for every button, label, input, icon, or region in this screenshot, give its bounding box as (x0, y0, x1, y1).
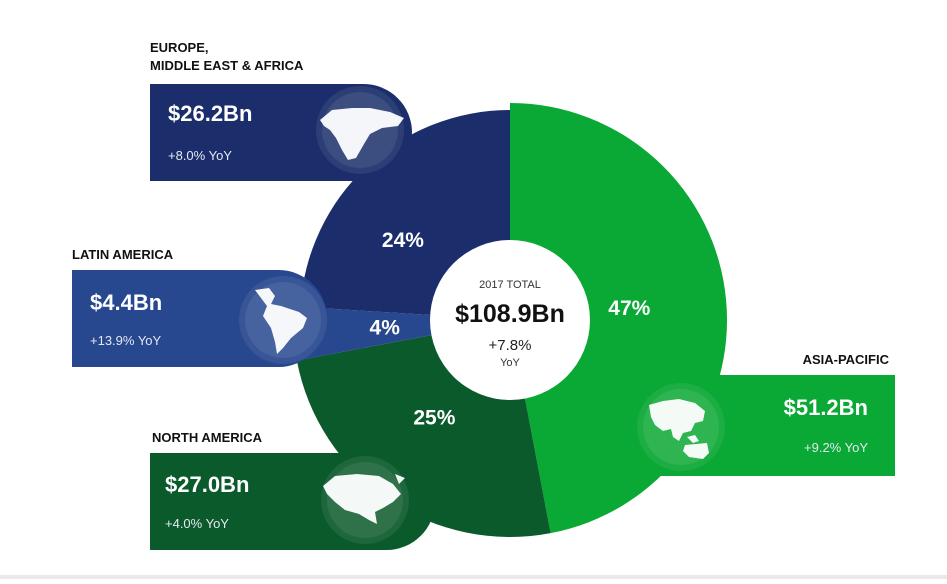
asia-pacific-map-icon (649, 399, 709, 459)
region-amount: $4.4Bn (90, 290, 162, 315)
region-title: MIDDLE EAST & AFRICA (150, 58, 304, 73)
slice-percent-label: 25% (413, 406, 455, 429)
bottom-divider (0, 575, 947, 579)
region-title: ASIA-PACIFIC (803, 352, 890, 367)
europe-africa-map-icon (320, 108, 404, 160)
europe-africa-map-icon-shape (320, 108, 404, 160)
slice-percent-label: 47% (608, 297, 650, 320)
north-america-map-icon-shape (323, 474, 405, 524)
callout-panel (545, 375, 895, 476)
total-value: $108.9Bn (455, 300, 565, 328)
region-title: LATIN AMERICA (72, 247, 174, 262)
slice-percent-label: 4% (370, 316, 401, 339)
region-yoy: +8.0% YoY (168, 148, 232, 163)
total-growth: +7.8% (489, 337, 532, 354)
region-yoy: +9.2% YoY (804, 440, 868, 455)
center-total: 2017 TOTAL $108.9Bn +7.8% YoY (430, 240, 590, 400)
total-growth-unit: YoY (500, 357, 520, 369)
callout-europe-middle-east-africa: EUROPE, MIDDLE EAST & AFRICA $26.2Bn +8.0% … (150, 40, 412, 181)
callout-north-america: NORTH AMERICA $27.0Bn +4.0% YoY (150, 430, 435, 550)
region-amount: $27.0Bn (165, 472, 249, 497)
region-title: NORTH AMERICA (152, 430, 263, 445)
region-title: EUROPE, (150, 40, 209, 55)
north-america-map-icon (323, 474, 405, 524)
latin-america-map-icon (255, 288, 307, 354)
asia-pacific-map-icon-shape (649, 399, 709, 459)
callout-asia-pacific: ASIA-PACIFIC $51.2Bn +9.2% YoY (545, 352, 895, 476)
latin-america-map-icon-shape (255, 288, 307, 354)
callout-latin-america: LATIN AMERICA $4.4Bn +13.9% YoY (72, 247, 327, 367)
region-amount: $26.2Bn (168, 101, 252, 126)
region-yoy: +13.9% YoY (90, 333, 162, 348)
total-label: 2017 TOTAL (479, 279, 541, 291)
center-circle (430, 240, 590, 400)
slice-percent-label: 24% (382, 229, 424, 252)
region-amount: $51.2Bn (784, 395, 868, 420)
region-yoy: +4.0% YoY (165, 516, 229, 531)
